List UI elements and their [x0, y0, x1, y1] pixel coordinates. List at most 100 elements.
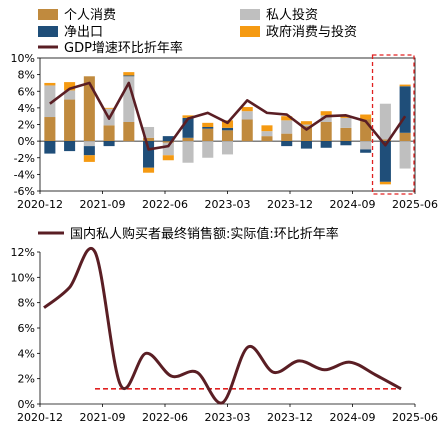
legend-swatch-net-exports	[38, 26, 58, 37]
bar-private_investment	[162, 142, 174, 156]
y-tick-label: 6%	[18, 85, 35, 98]
bar-private_investment	[340, 117, 352, 128]
bar-government	[162, 155, 174, 161]
bottom-chart-title: 国内私人购买者最终销售额:实际值:环比折年率	[70, 226, 339, 242]
legend-label-government: 政府消费与投资	[266, 24, 357, 40]
legend-label-consumption: 个人消费	[64, 8, 116, 23]
y-tick-label: 10%	[11, 52, 35, 65]
y-tick-label: -6%	[14, 185, 35, 198]
x-tick-label: 2024-09	[330, 411, 376, 424]
y-tick-label: 0%	[18, 398, 35, 411]
bar-consumption	[123, 122, 135, 142]
bar-consumption	[83, 76, 95, 142]
bar-net_exports	[123, 75, 135, 77]
bar-consumption	[379, 139, 391, 142]
gdp-line	[49, 81, 407, 151]
domestic-sales-line	[43, 247, 402, 405]
x-tick-label: 2020-12	[17, 411, 63, 424]
bar-consumption	[103, 125, 115, 142]
bar-private_investment	[83, 141, 95, 147]
x-tick-label: 2020-12	[17, 198, 63, 211]
x-tick-label: 2023-03	[205, 411, 251, 424]
bar-private_investment	[300, 124, 312, 127]
bar-private_investment	[379, 103, 391, 140]
bar-private_investment	[202, 141, 214, 158]
x-tick-label: 2023-12	[267, 411, 313, 424]
y-tick-label: -2%	[14, 152, 35, 165]
bar-consumption	[241, 119, 253, 142]
bar-private_investment	[182, 141, 194, 163]
bar-net_exports	[143, 141, 155, 168]
x-tick-label: 2024-09	[330, 198, 376, 211]
legend-swatch-government	[240, 26, 260, 37]
bar-net_exports	[340, 141, 352, 146]
bar-private_investment	[261, 131, 273, 137]
y-tick-label: 2%	[18, 373, 35, 386]
y-tick-label: 6%	[18, 322, 35, 335]
x-tick-label: 2023-03	[205, 198, 251, 211]
bar-government	[379, 181, 391, 185]
y-tick-label: -4%	[14, 168, 35, 181]
legend-label-private-investment: 私人投资	[266, 7, 318, 23]
bar-net_exports	[64, 141, 76, 152]
bar-private_investment	[241, 111, 253, 120]
bar-consumption	[300, 126, 312, 142]
bar-consumption	[44, 117, 56, 142]
x-tick-label: 2022-06	[142, 198, 188, 211]
bar-private_investment	[360, 141, 372, 150]
bar-government	[143, 167, 155, 173]
y-tick-label: 4%	[18, 102, 35, 115]
bar-government	[300, 121, 312, 125]
y-tick-label: 2%	[18, 119, 35, 132]
bar-government	[241, 107, 253, 112]
bar-net_exports	[379, 141, 391, 182]
bar-net_exports	[221, 127, 234, 131]
bar-government	[44, 82, 56, 86]
bar-net_exports	[162, 136, 174, 142]
bottom-chart: 0% 2% 4% 6% 8% 10% 12% 2020-12 2021-09 2022-06 202…	[11, 246, 438, 424]
legend-top: 个人消费 私人投资 净出口 政府消费与投资 GDP增速环比折年率	[38, 7, 357, 56]
legend-label-gdp: GDP增速环比折年率	[64, 40, 183, 56]
bar-private_investment	[281, 120, 293, 134]
bar-net_exports	[300, 141, 312, 149]
bar-consumption	[340, 127, 352, 142]
bar-consumption	[320, 122, 332, 142]
y-tick-label: 8%	[18, 69, 35, 82]
bar-private_investment	[123, 76, 135, 123]
bar-government	[202, 122, 214, 127]
bar-private_investment	[320, 115, 332, 123]
bar-net_exports	[202, 126, 214, 129]
bar-government	[281, 116, 293, 121]
bar-consumption	[261, 136, 273, 142]
x-tick-label: 2025-06	[392, 198, 438, 211]
legend-swatch-consumption	[38, 9, 58, 20]
bar-net_exports	[281, 141, 293, 147]
y-tick-label: 12%	[11, 246, 35, 259]
y-tick-label: 4%	[18, 347, 35, 360]
bar-net_exports	[103, 141, 115, 147]
x-tick-label: 2022-06	[142, 411, 188, 424]
bar-government	[399, 84, 411, 87]
bar-net_exports	[360, 149, 372, 153]
bar-government	[182, 115, 194, 118]
legend-label-net-exports: 净出口	[64, 25, 103, 40]
bar-consumption	[182, 137, 194, 142]
x-tick-label: 2021-09	[80, 198, 126, 211]
bar-government	[103, 107, 115, 109]
bar-consumption	[281, 133, 293, 142]
bar-government	[83, 155, 95, 162]
bar-consumption	[64, 99, 76, 142]
bar-government	[64, 82, 76, 91]
legend-bottom: 国内私人购买者最终销售额:实际值:环比折年率	[38, 226, 339, 242]
bar-private_investment	[221, 141, 234, 155]
bar-consumption	[143, 137, 155, 142]
bar-government	[340, 116, 352, 118]
bar-government	[360, 114, 372, 120]
top-chart: -6% -4% -2% 0% 2% 4% 6% 8% 10% 2020-12 2021-09 2022…	[11, 52, 438, 211]
x-tick-label: 2025-06	[392, 411, 438, 424]
bar-government	[320, 111, 332, 116]
bar-net_exports	[44, 141, 56, 154]
bar-consumption	[399, 132, 411, 142]
bar-private_investment	[143, 126, 155, 138]
